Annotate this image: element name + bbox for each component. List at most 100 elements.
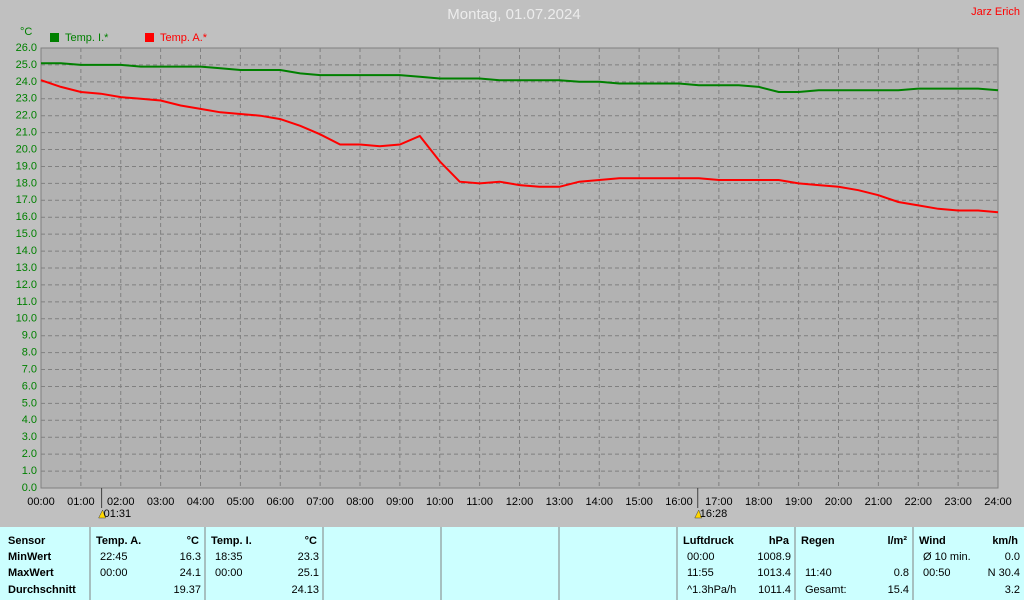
section-name: Temp. A. [96, 535, 141, 547]
row-time: Ø 10 min. [923, 551, 971, 563]
x-tick-label: 05:00 [227, 496, 255, 508]
y-tick-label: 11.0 [16, 296, 37, 308]
x-tick-label: 01:00 [67, 496, 95, 508]
row-time: 00:00 [215, 567, 243, 579]
y-tick-label: 15.0 [16, 228, 37, 240]
x-tick-label: 20:00 [825, 496, 853, 508]
section-name: Luftdruck [683, 535, 735, 547]
legend-swatch [145, 33, 154, 42]
row-time: 11:40 [805, 567, 832, 579]
row-value: 19.37 [173, 584, 201, 596]
x-tick-label: 22:00 [904, 496, 932, 508]
y-tick-label: 9.0 [22, 330, 37, 342]
x-tick-label: 14:00 [585, 496, 613, 508]
section-unit: hPa [769, 535, 790, 547]
row-value: 25.1 [298, 567, 319, 579]
x-tick-label: 18:00 [745, 496, 773, 508]
x-tick-label: 11:00 [466, 496, 493, 508]
sun-icon [694, 509, 703, 519]
section-unit: l/m² [887, 535, 907, 547]
row-value: 1011.4 [758, 584, 791, 596]
y-tick-label: 24.0 [16, 76, 37, 88]
legend-label: Temp. I.* [65, 32, 109, 44]
x-tick-label: 24:00 [984, 496, 1012, 508]
y-tick-label: 5.0 [22, 397, 37, 409]
row-value: N 30.4 [988, 567, 1020, 579]
y-tick-label: 25.0 [16, 59, 37, 71]
y-tick-label: 23.0 [16, 93, 37, 105]
row-label: Durchschnitt [8, 584, 76, 596]
row-label: MinWert [8, 551, 52, 563]
row-time: 22:45 [100, 551, 128, 563]
row-time: 00:50 [923, 567, 951, 579]
legend-swatch [50, 33, 59, 42]
y-tick-label: 13.0 [16, 262, 37, 274]
y-tick-label: 8.0 [22, 347, 37, 359]
row-label: MaxWert [8, 567, 54, 579]
row-label: Sensor [8, 535, 46, 547]
y-tick-label: 22.0 [16, 110, 37, 122]
author: Jarz Erich [971, 6, 1020, 18]
x-tick-label: 12:00 [506, 496, 534, 508]
y-tick-label: 1.0 [22, 465, 37, 477]
x-tick-label: 09:00 [386, 496, 414, 508]
y-tick-label: 19.0 [16, 160, 37, 172]
y-tick-label: 6.0 [22, 380, 37, 392]
section-unit: °C [187, 535, 199, 547]
y-tick-label: 10.0 [16, 313, 37, 325]
table-background [0, 527, 1024, 600]
row-value: 24.13 [291, 584, 319, 596]
x-tick-label: 15:00 [625, 496, 653, 508]
y-tick-label: 20.0 [16, 143, 37, 155]
x-tick-label: 02:00 [107, 496, 135, 508]
y-unit: °C [20, 26, 32, 38]
section-name: Temp. I. [211, 535, 252, 547]
y-tick-label: 2.0 [22, 448, 37, 460]
y-tick-label: 0.0 [22, 482, 37, 494]
row-time: 00:00 [100, 567, 128, 579]
sun-icon [98, 509, 106, 519]
x-tick-label: 04:00 [187, 496, 215, 508]
row-time: 00:00 [687, 551, 715, 563]
series-line [41, 62, 999, 93]
section-name: Wind [919, 535, 946, 547]
row-value: 24.1 [180, 567, 201, 579]
annotation-label: 01:31 [104, 508, 132, 520]
row-value: 3.2 [1005, 584, 1020, 596]
y-tick-label: 14.0 [16, 245, 37, 257]
x-tick-label: 17:00 [705, 496, 733, 508]
y-tick-label: 26.0 [16, 42, 37, 54]
section-unit: °C [305, 535, 317, 547]
y-tick-label: 18.0 [16, 177, 37, 189]
row-value: 23.3 [298, 551, 319, 563]
row-value: 15.4 [888, 584, 909, 596]
y-tick-label: 17.0 [16, 194, 37, 206]
legend-label: Temp. A.* [160, 32, 208, 44]
row-value: 0.8 [894, 567, 909, 579]
row-time: 11:55 [687, 567, 714, 579]
section-unit: km/h [992, 535, 1018, 547]
row-value: 16.3 [180, 551, 201, 563]
row-value: 1013.4 [757, 567, 791, 579]
section-name: Regen [801, 535, 835, 547]
row-value: 0.0 [1005, 551, 1020, 563]
x-tick-label: 06:00 [266, 496, 294, 508]
row-time: ^1.3hPa/h [687, 584, 736, 596]
row-time: Gesamt: [805, 584, 847, 596]
x-tick-label: 08:00 [346, 496, 374, 508]
y-tick-label: 4.0 [22, 414, 37, 426]
chart-title: Montag, 01.07.2024 [447, 6, 580, 23]
annotation-label: 16:28 [700, 508, 728, 520]
y-tick-label: 7.0 [22, 363, 37, 375]
y-tick-label: 16.0 [16, 211, 37, 223]
x-tick-label: 07:00 [306, 496, 334, 508]
row-time: 18:35 [215, 551, 243, 563]
x-tick-label: 23:00 [944, 496, 972, 508]
x-tick-label: 19:00 [785, 496, 813, 508]
y-tick-label: 12.0 [16, 279, 37, 291]
x-tick-label: 13:00 [546, 496, 574, 508]
series-line [40, 79, 999, 214]
x-tick-label: 21:00 [865, 496, 893, 508]
y-tick-label: 3.0 [22, 431, 37, 443]
